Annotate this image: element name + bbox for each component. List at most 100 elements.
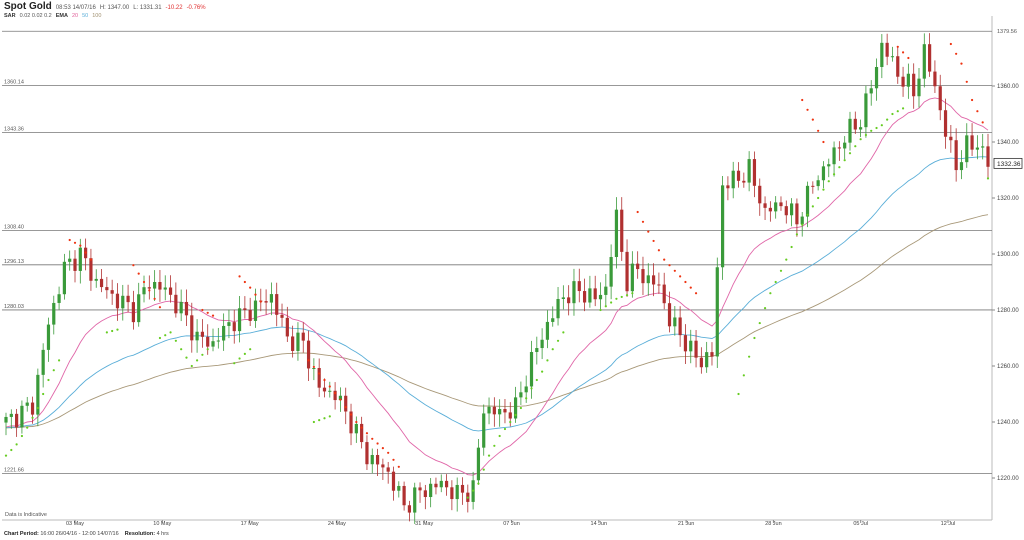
candle-body	[657, 284, 661, 286]
sar-dot-up	[498, 434, 501, 438]
candle-body	[227, 322, 231, 326]
candle-body	[683, 335, 688, 352]
sar-dot-up	[896, 110, 899, 113]
x-tick-label: 31 May	[415, 521, 433, 527]
candle-body	[306, 340, 311, 369]
sar-dot-down	[360, 426, 363, 429]
candle-body	[344, 395, 348, 412]
candle-body	[636, 263, 640, 270]
candle-body	[593, 288, 597, 300]
candle-body	[774, 202, 778, 212]
sar-dot-down	[801, 98, 804, 102]
sar-dot-up	[886, 118, 889, 121]
ema-20-line	[5, 97, 989, 476]
candle-body	[901, 76, 905, 87]
high-value: H: 1347.00	[99, 5, 130, 11]
candle-body	[880, 42, 884, 67]
candle-body	[423, 490, 427, 498]
instrument-name: Spot Gold	[4, 1, 52, 12]
candle-body	[365, 442, 369, 465]
candle-body	[890, 56, 895, 58]
sar-dot-up	[986, 177, 990, 180]
candle-body	[747, 159, 751, 183]
candle-body	[89, 258, 93, 281]
candle-body	[699, 357, 703, 368]
sar-dot-down	[684, 280, 687, 284]
sar-dot-up	[31, 416, 34, 419]
candle-body	[837, 147, 841, 149]
candle-body	[832, 147, 836, 165]
sar-dot-up	[832, 173, 836, 176]
sar-dot-down	[137, 272, 140, 275]
candle-body	[248, 309, 252, 321]
candle-body	[62, 261, 66, 295]
candle-body	[206, 336, 210, 347]
candle-body	[391, 471, 396, 491]
candle-body	[959, 162, 964, 171]
candle-body	[524, 386, 528, 393]
sar-dot-up	[509, 420, 512, 424]
candle-body	[864, 93, 868, 128]
x-tick-label: 05 Jul	[853, 521, 868, 527]
sar-dot-up	[859, 138, 862, 141]
sar-dot-up	[631, 292, 634, 295]
low-value: L: 1331.31	[133, 5, 162, 11]
candle-body	[397, 485, 401, 491]
candle-body	[933, 71, 937, 87]
candle-body	[460, 484, 465, 493]
sar-dot-up	[26, 426, 29, 429]
sar-dot-down	[328, 385, 331, 388]
candle-body	[970, 135, 974, 150]
sar-dot-up	[514, 413, 517, 417]
candle-body	[487, 406, 491, 414]
candle-body	[253, 300, 258, 321]
candle-body	[476, 447, 481, 481]
candle-body	[498, 409, 502, 415]
data-disclaimer: Data is Indicative	[5, 512, 47, 518]
last-price-box	[993, 157, 1023, 169]
y-tick-label: 1280.00	[997, 308, 1019, 314]
level-label: 1296.13	[4, 259, 24, 265]
candle-body	[736, 170, 741, 181]
candle-body	[407, 505, 412, 513]
candle-body	[105, 287, 109, 291]
candle-body	[752, 159, 757, 186]
candle-body	[429, 483, 433, 498]
candle-body	[137, 294, 141, 323]
candle-body	[78, 247, 82, 271]
x-tick-label: 14 Jun	[591, 521, 608, 527]
candle-body	[482, 413, 486, 448]
candle-body	[790, 203, 794, 216]
resolution-value: 4 hrs	[156, 531, 169, 537]
candle-body	[386, 467, 390, 472]
candle-body	[938, 86, 942, 111]
sar-dot-down	[132, 264, 135, 267]
candle-body	[662, 284, 666, 304]
candle-body	[874, 66, 879, 89]
sar-dot-down	[981, 121, 984, 124]
sar-dot-up	[487, 454, 491, 457]
candle-body	[726, 185, 730, 189]
sar-dot-down	[334, 391, 337, 395]
quote-time: 08:53 14/07/16	[55, 5, 96, 11]
candle-body	[625, 251, 629, 292]
candles-group	[4, 33, 990, 524]
candle-body	[402, 485, 406, 506]
candle-body	[439, 480, 443, 488]
level-label: 1308.40	[4, 224, 24, 230]
candle-body	[779, 202, 783, 207]
sar-dot-up	[111, 329, 114, 333]
candle-body	[928, 44, 932, 72]
sar-dot-up	[843, 159, 846, 162]
candle-body	[720, 185, 725, 268]
candle-body	[492, 406, 496, 415]
sar-dot-up	[737, 392, 740, 396]
sar-dot-up	[190, 364, 193, 368]
candle-body	[333, 390, 337, 401]
sar-dot-up	[785, 258, 788, 261]
candle-body	[689, 340, 693, 352]
change-value: -10.22	[165, 5, 183, 11]
candle-body	[588, 288, 592, 303]
sar-dot-up	[742, 374, 745, 377]
